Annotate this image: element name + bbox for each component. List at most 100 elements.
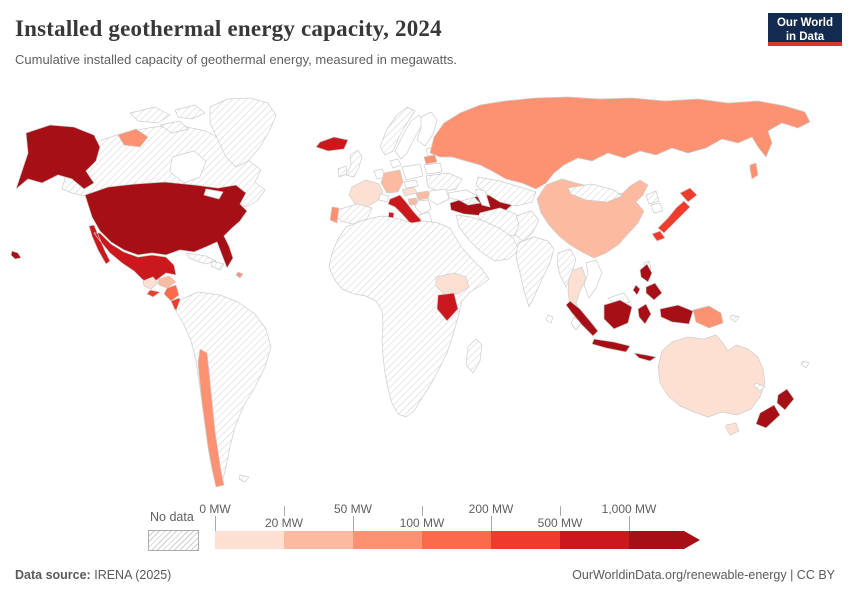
country-ethiopia[interactable] [435, 272, 470, 295]
legend-no-data-swatch[interactable] [148, 530, 199, 551]
country-finland[interactable] [416, 111, 438, 147]
legend-bin-1-000+-MW[interactable] [629, 531, 684, 549]
legend-tick [215, 516, 216, 531]
country-papua-new-guinea[interactable] [692, 305, 724, 329]
legend-tick [422, 506, 423, 516]
black-sea [447, 189, 479, 202]
chart-subtitle: Cumulative installed capacity of geother… [15, 52, 457, 67]
owid-logo-line2: in Data [785, 31, 825, 43]
country-alaska[interactable] [15, 124, 101, 190]
country-portugal[interactable] [329, 206, 340, 224]
country-norway[interactable] [379, 106, 416, 156]
data-source-value: IRENA (2025) [94, 568, 172, 582]
legend-color-scale[interactable]: 0 MW 20 MW 50 MW 100 MW 200 MW 500 MW 1,000 MW [197, 502, 725, 550]
legend-tick-label: 20 MW [262, 516, 306, 530]
country-india[interactable] [515, 236, 555, 308]
country-south-america[interactable] [175, 291, 272, 486]
country-germany[interactable] [380, 169, 404, 194]
country-el-salvador[interactable] [146, 289, 161, 298]
country-central-asia[interactable] [475, 176, 537, 207]
chart-footer: Data source: IRENA (2025) OurWorldinData… [15, 568, 835, 582]
country-north-korea[interactable] [645, 190, 660, 205]
country-hispaniola[interactable] [210, 260, 225, 271]
legend-tick-label: 50 MW [331, 502, 375, 516]
country-madagascar[interactable] [465, 338, 483, 374]
country-solomon-islands[interactable] [729, 314, 740, 323]
footer-link[interactable]: OurWorldinData.org/renewable-energy | CC… [572, 568, 835, 582]
country-romania-bulgaria[interactable] [427, 188, 450, 206]
country-belarus[interactable] [423, 162, 443, 175]
legend-tick [353, 516, 354, 531]
legend-tick-label: 500 MW [535, 516, 585, 530]
great-lakes [203, 188, 224, 200]
country-indonesia[interactable] [565, 299, 694, 362]
country-australia[interactable] [657, 334, 766, 418]
country-ukraine[interactable] [425, 172, 463, 193]
country-russia-chukotka[interactable] [117, 128, 149, 148]
country-cuba[interactable] [185, 252, 217, 265]
country-russia[interactable] [429, 96, 811, 190]
legend-tick-label: 1,000 MW [599, 502, 659, 516]
world-map [10, 96, 811, 488]
country-honduras[interactable] [157, 275, 177, 289]
legend-bin-0-20-MW[interactable] [215, 531, 284, 549]
data-source: Data source: IRENA (2025) [15, 568, 171, 582]
data-source-label: Data source: [15, 568, 91, 582]
country-czechia[interactable] [403, 179, 419, 189]
country-mexico[interactable] [88, 224, 177, 286]
country-guadeloupe[interactable] [235, 271, 244, 279]
country-iran[interactable] [477, 207, 523, 237]
country-ireland[interactable] [337, 165, 348, 178]
owid-logo-line1: Our World [776, 17, 833, 29]
legend-tick-label: 100 MW [397, 516, 447, 530]
country-sri-lanka[interactable] [545, 314, 554, 324]
country-mongolia[interactable] [567, 183, 623, 203]
country-africa[interactable] [328, 215, 490, 418]
legend-bin-20-50-MW[interactable] [284, 531, 353, 549]
country-lithuania[interactable] [423, 154, 438, 165]
country-poland[interactable] [401, 163, 424, 181]
owid-logo: Our World in Data [768, 13, 842, 46]
country-philippines[interactable] [632, 263, 663, 301]
country-nicaragua[interactable] [163, 284, 180, 302]
country-arctic-islands[interactable] [129, 104, 206, 134]
country-tasmania[interactable] [725, 422, 740, 436]
country-south-korea[interactable] [650, 202, 664, 214]
legend-arrow [684, 531, 700, 549]
legend-no-data-label: No data [150, 510, 194, 524]
country-chile[interactable] [197, 348, 225, 488]
country-new-caledonia[interactable] [753, 382, 766, 392]
legend-tick [284, 506, 285, 516]
country-denmark[interactable] [389, 158, 402, 169]
country-fiji[interactable] [800, 360, 810, 369]
legend-bin-500-1-000-MW[interactable] [560, 531, 629, 549]
country-united-kingdom[interactable] [345, 149, 363, 178]
legend-tick [629, 516, 630, 531]
country-iceland[interactable] [315, 136, 349, 152]
country-middle-east[interactable] [455, 214, 520, 262]
legend-bin-100-200-MW[interactable] [422, 531, 491, 549]
caspian-sea [475, 188, 491, 208]
country-france[interactable] [348, 179, 384, 208]
legend-tick-label: 200 MW [466, 502, 516, 516]
country-guatemala[interactable] [142, 276, 159, 290]
country-greenland[interactable] [209, 97, 277, 168]
country-new-zealand[interactable] [755, 388, 795, 429]
country-japan[interactable] [651, 187, 698, 242]
legend-tick-label: 0 MW [197, 502, 233, 516]
legend-bin-50-100-MW[interactable] [353, 531, 422, 549]
page-title: Installed geothermal energy capacity, 20… [15, 16, 442, 41]
country-balkans[interactable] [414, 199, 432, 215]
legend-bin-200-500-MW[interactable] [491, 531, 560, 549]
country-hawaii[interactable] [10, 250, 22, 260]
country-vietnam[interactable] [583, 259, 603, 299]
country-united-states[interactable] [84, 181, 248, 269]
country-austria[interactable] [401, 186, 418, 197]
country-afghanistan-pakistan[interactable] [514, 210, 540, 243]
country-kenya[interactable] [436, 292, 459, 322]
country-switzerland[interactable] [378, 193, 390, 203]
country-falkland-islands[interactable] [238, 474, 250, 483]
legend-tick [491, 516, 492, 531]
